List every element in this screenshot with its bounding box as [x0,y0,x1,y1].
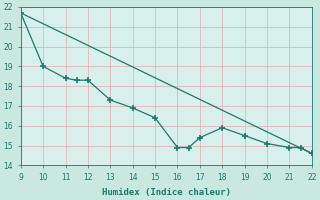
X-axis label: Humidex (Indice chaleur): Humidex (Indice chaleur) [102,188,231,197]
